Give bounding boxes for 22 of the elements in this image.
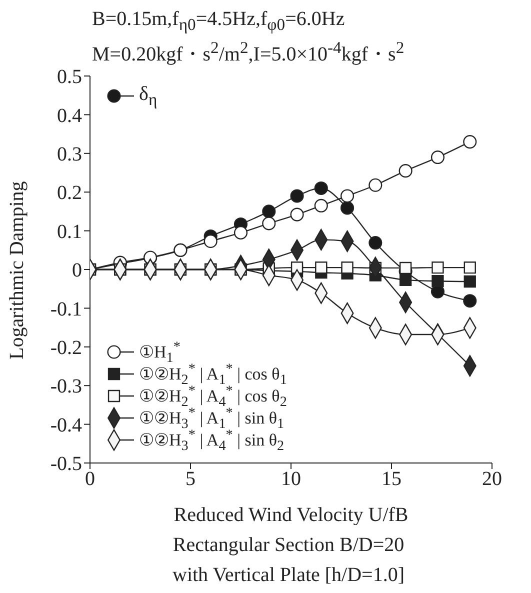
y-axis-title: Logarithmic Damping (6, 181, 28, 360)
x-tick-label: 5 (186, 468, 196, 490)
y-tick-label: 0.3 (57, 144, 82, 166)
y-tick-label: 0.2 (57, 182, 82, 204)
text: with Vertical Plate [h/D=1.0] (172, 563, 406, 588)
y-tick-label: 0.5 (57, 66, 82, 88)
x-tick-label: 10 (281, 468, 301, 490)
y-tick-label: -0.1 (50, 298, 82, 320)
y-tick-label: -0.3 (50, 376, 82, 398)
x-tick-label: 15 (382, 468, 402, 490)
y-tick-label: 0 (72, 260, 82, 282)
y-tick-label: -0.2 (50, 337, 82, 359)
x-axis-title: Reduced Wind Velocity U/fB (174, 504, 408, 526)
y-tick-label: -0.5 (50, 453, 82, 476)
chart-subtitle: M=0.20kgf・s$^{2}$/m$^{2}$,I=5.0×10$^{-4}$kgf・s$^{2}$ (92, 38, 404, 68)
chart-title: B=0.15m,f$_{η0}$=4.5Hz,f$_{φ0}$=6.0Hz (92, 8, 345, 35)
y-tick-label: -0.4 (50, 414, 82, 436)
x-tick-label: 20 (482, 468, 502, 490)
y-tick-label: 0.4 (57, 104, 82, 127)
text: Rectangular Section B/D=20 (172, 533, 406, 558)
legend-label: δ$_{η}$ (139, 83, 158, 110)
y-tick-label: 0.1 (57, 220, 82, 243)
